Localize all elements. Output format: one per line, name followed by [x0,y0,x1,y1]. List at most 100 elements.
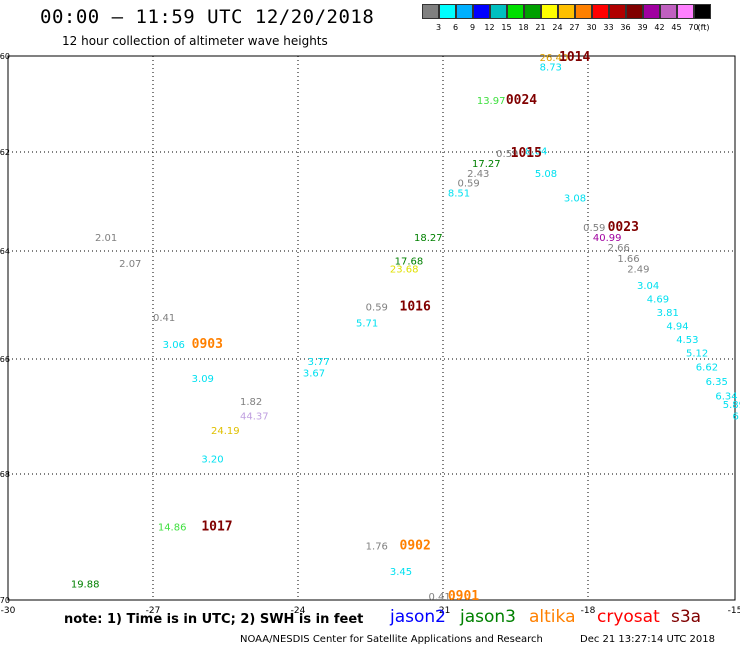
wave-height-value: 4.94 [666,321,688,332]
wave-height-value: 4.69 [647,294,669,305]
wave-height-value: 0.41 [153,313,175,324]
wave-height-value: 5.89 [723,400,740,411]
scale-label: 18 [518,23,529,32]
scale-swatch [456,4,473,19]
scale-swatch [575,4,592,19]
scale-swatch [439,4,456,19]
scale-label: 70 [688,23,699,32]
wave-height-value: 17.27 [472,159,501,170]
x-tick-label: -24 [291,606,306,616]
x-tick-label: -21 [436,606,451,616]
satellite-legend-item: s3a [671,607,702,627]
y-tick-label: -62 [0,148,10,157]
satellite-legend-item: jason2 [390,607,446,627]
wave-height-value: 2.43 [467,169,489,180]
scale-swatch [422,4,439,19]
scale-label: 27 [569,23,580,32]
wave-height-value: 18.27 [414,233,443,244]
pass-time-label: 0901 [448,589,479,604]
wave-height-value: 3.77 [308,357,330,368]
wave-height-value: 3.81 [657,308,679,319]
wave-height-value: 8.51 [448,189,470,200]
wave-height-value: 0.59 [458,179,480,190]
x-tick-label: -18 [581,606,596,616]
x-tick-label: -27 [146,606,161,616]
scale-label: (ft) [697,23,710,32]
y-tick-label: -66 [0,355,10,364]
pass-time-label: 0023 [608,220,639,235]
wave-height-value: 8.73 [540,62,562,73]
scale-label: 6 [452,23,459,32]
plot-frame [7,55,736,601]
wave-height-value: 6.34 [715,391,737,402]
scale-label: 21 [535,23,546,32]
wave-height-value: 24.19 [211,426,240,437]
scale-swatch [524,4,541,19]
pass-time-label: 0024 [506,93,537,108]
satellite-legend-item: jason3 [460,607,516,627]
wave-height-value: 0.59 [583,223,605,234]
wave-height-value: 0.59 [366,302,388,313]
pass-time-label: 0902 [400,539,431,554]
wave-height-value: 6.35 [706,377,728,388]
wave-height-value: 3.04 [637,281,659,292]
pass-time-label: 0903 [192,337,223,352]
scale-label: 3 [435,23,442,32]
wave-height-value: 8.04 [525,146,547,157]
wave-height-value: 3.67 [303,368,325,379]
scale-swatch [558,4,575,19]
wave-height-value: 1.82 [240,397,262,408]
scale-label: 24 [552,23,563,32]
wave-height-value: 17.68 [395,257,424,268]
pass-time-label: 1016 [400,299,431,314]
wave-height-value: 2.07 [119,259,141,270]
wave-height-value: 5.12 [686,348,708,359]
wave-height-value: 44.37 [240,411,269,422]
wave-height-value: 3.06 [163,340,185,351]
wave-height-value: 5.08 [535,169,557,180]
scale-swatch [643,4,660,19]
scale-swatch [609,4,626,19]
scale-label: 42 [654,23,665,32]
x-tick-label: -30 [1,606,16,616]
y-tick-label: -68 [0,470,10,479]
y-tick-label: -70 [0,596,10,605]
wave-height-value: 4.53 [676,335,698,346]
scale-swatch [592,4,609,19]
wave-height-value: 19.88 [71,579,100,590]
pass-time-label: 1014 [559,50,590,65]
pass-time-label: 1015 [511,146,542,161]
wave-height-value: 23.68 [390,265,419,276]
scale-label: 36 [620,23,631,32]
generation-timestamp: Dec 21 13:27:14 UTC 2018 [580,634,715,645]
page-title: 00:00 – 11:59 UTC 12/20/2018 [40,6,375,28]
wave-height-value: 26.40 [540,53,569,64]
wave-height-value: 0.41 [429,592,451,603]
scale-swatch [626,4,643,19]
scale-label: 30 [586,23,597,32]
wave-height-value: 2.49 [627,265,649,276]
scale-label: 33 [603,23,614,32]
scale-swatch [660,4,677,19]
wave-height-value: 6. [733,411,740,422]
scale-label: 39 [637,23,648,32]
wave-height-value: 0.59 [496,149,518,160]
color-scale: 3 6 9 12 15 18 21 24 27 30 33 36 39 42 45 70 (ft) [422,4,711,32]
wave-height-value: 14.86 [158,523,187,534]
satellite-legend-item: cryosat [597,607,660,627]
scale-label: 9 [469,23,476,32]
page-subtitle: 12 hour collection of altimeter wave hei… [62,34,328,48]
wave-height-value: 3.20 [201,455,223,466]
wave-height-value: 2.66 [608,243,630,254]
wave-height-value: 5.71 [356,319,378,330]
y-tick-label: -60 [0,52,10,61]
scale-swatch [677,4,694,19]
scale-swatch [507,4,524,19]
pass-time-label: 1017 [201,520,232,535]
wave-height-value: 1.76 [366,542,388,553]
scale-swatch [490,4,507,19]
scale-swatch [473,4,490,19]
scale-label: 45 [671,23,682,32]
scale-swatch [541,4,558,19]
